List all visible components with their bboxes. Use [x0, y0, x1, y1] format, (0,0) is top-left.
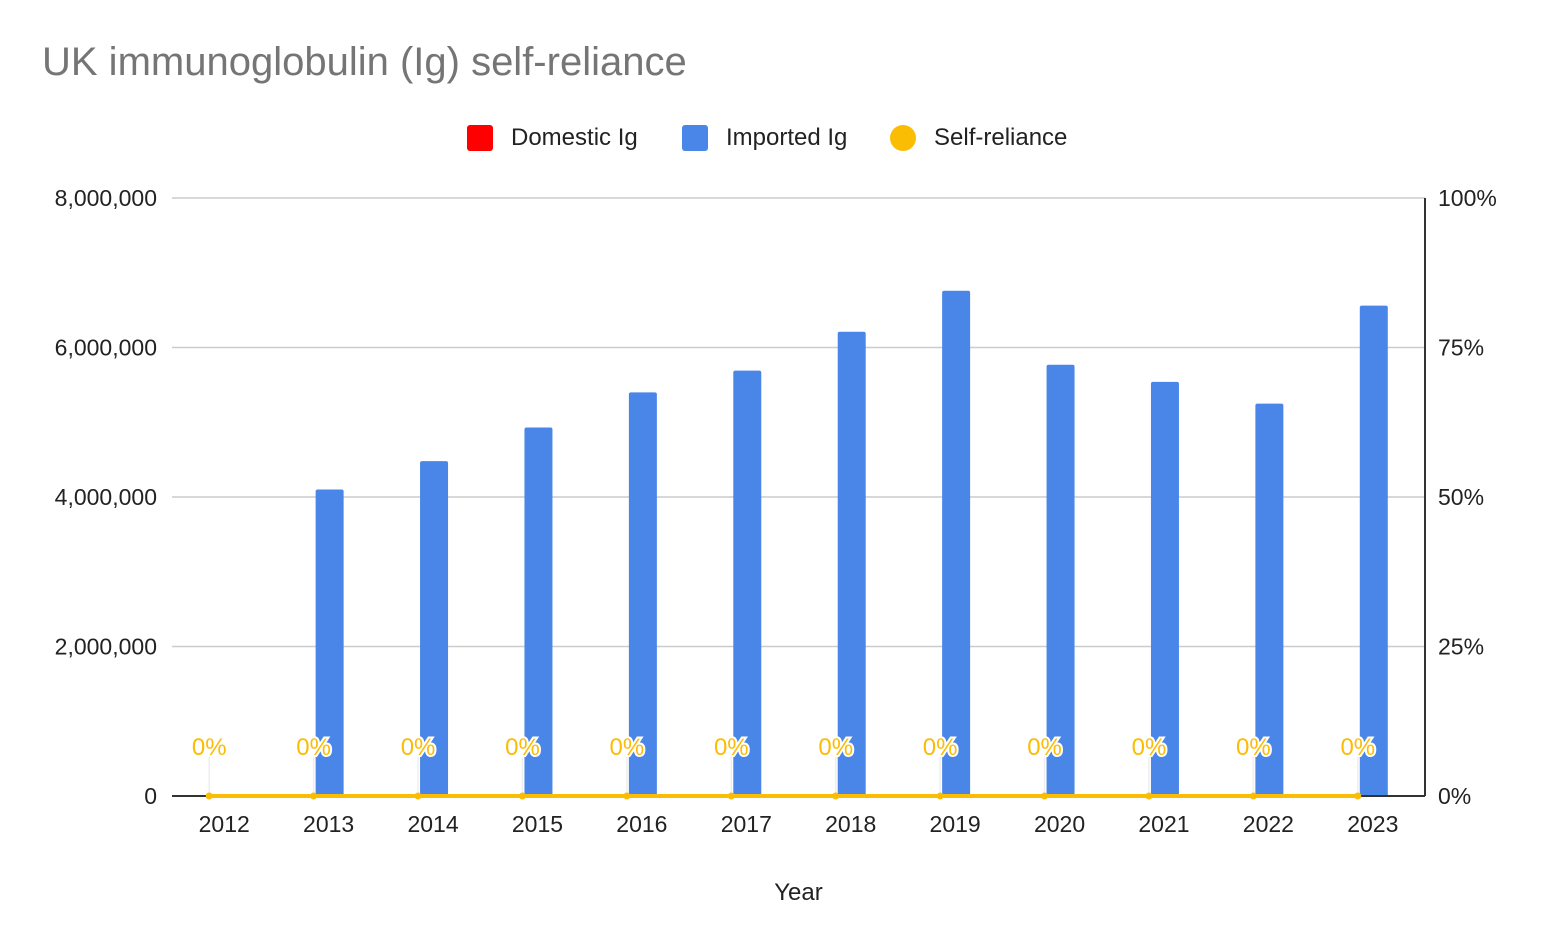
chart-title: UK immunoglobulin (Ig) self-reliance	[42, 40, 687, 84]
legend-item-imported-ig[interactable]: Imported Ig	[682, 120, 847, 156]
legend-swatch-self-reliance	[890, 125, 916, 151]
self-reliance-data-label: 0%	[714, 734, 749, 761]
self-reliance-point[interactable]	[414, 792, 422, 800]
x-tick-label: 2017	[721, 811, 772, 837]
x-tick-label: 2023	[1347, 811, 1398, 837]
bar-imported-ig[interactable]	[1255, 403, 1284, 796]
legend-label-imported-ig: Imported Ig	[726, 124, 848, 151]
x-tick-label: 2016	[616, 811, 667, 837]
self-reliance-data-label: 0%	[401, 734, 436, 761]
self-reliance-point[interactable]	[1249, 792, 1257, 800]
y-tick-label-right: 75%	[1438, 335, 1484, 361]
x-tick-label: 2012	[199, 811, 250, 837]
gridlines	[172, 197, 1425, 796]
legend-item-self-reliance[interactable]: Self-reliance	[890, 120, 1067, 156]
bar-imported-ig[interactable]	[420, 461, 449, 796]
bar-imported-ig[interactable]	[837, 331, 866, 796]
self-reliance-data-label: 0%	[1132, 734, 1167, 761]
legend-swatch-domestic-ig	[467, 125, 493, 151]
y-tick-label-left: 0	[144, 783, 157, 809]
self-reliance-point[interactable]	[623, 792, 631, 800]
self-reliance-point[interactable]	[832, 792, 840, 800]
self-reliance-point[interactable]	[1041, 792, 1049, 800]
y-tick-label-left: 6,000,000	[55, 335, 157, 361]
bar-imported-ig[interactable]	[733, 370, 762, 796]
bar-imported-ig[interactable]	[942, 290, 971, 796]
self-reliance-point[interactable]	[518, 792, 526, 800]
x-tick-label: 2022	[1243, 811, 1294, 837]
bar-imported-ig[interactable]	[628, 392, 657, 796]
self-reliance-point[interactable]	[936, 792, 944, 800]
x-tick-label: 2015	[512, 811, 563, 837]
y-tick-label-right: 0%	[1438, 783, 1471, 809]
legend-label-domestic-ig: Domestic Ig	[511, 124, 638, 151]
self-reliance-point[interactable]	[205, 792, 213, 800]
self-reliance-point[interactable]	[1354, 792, 1362, 800]
self-reliance-data-label: 0%	[1340, 734, 1375, 761]
y-tick-label-right: 50%	[1438, 484, 1484, 510]
y-tick-label-right: 25%	[1438, 634, 1484, 660]
bar-imported-ig[interactable]	[315, 489, 344, 796]
tick-labels: 0 2,000,000 4,000,000 6,000,000 8,000,000 0% 2…	[55, 185, 1497, 837]
legend-swatch-imported-ig	[682, 125, 708, 151]
x-tick-label: 2020	[1034, 811, 1085, 837]
self-reliance-data-label: 0%	[818, 734, 853, 761]
self-reliance-data-label: 0%	[505, 734, 540, 761]
bar-imported-ig[interactable]	[524, 427, 553, 796]
x-tick-label: 2013	[303, 811, 354, 837]
x-tick-label: 2018	[825, 811, 876, 837]
y-tick-label-left: 2,000,000	[55, 634, 157, 660]
bar-imported-ig[interactable]	[1359, 305, 1388, 796]
self-reliance-data-label: 0%	[1236, 734, 1271, 761]
self-reliance-data-label: 0%	[192, 734, 227, 761]
self-reliance-point[interactable]	[1145, 792, 1153, 800]
bar-imported-ig[interactable]	[1150, 381, 1179, 796]
self-reliance-data-label: 0%	[1027, 734, 1062, 761]
x-axis-title: Year	[774, 879, 823, 906]
self-reliance-line: 0% 0% 0% 0% 0% 0% 0% 0% 0% 0% 0% 0%	[190, 732, 1377, 800]
bar-imported-ig[interactable]	[1046, 364, 1075, 796]
self-reliance-data-label: 0%	[610, 734, 645, 761]
self-reliance-point[interactable]	[727, 792, 735, 800]
legend-label-self-reliance: Self-reliance	[934, 124, 1068, 151]
y-tick-label-right: 100%	[1438, 185, 1497, 211]
legend-item-domestic-ig[interactable]: Domestic Ig	[467, 120, 638, 156]
y-tick-label-left: 8,000,000	[55, 185, 157, 211]
x-tick-label: 2021	[1138, 811, 1189, 837]
x-tick-label: 2019	[930, 811, 981, 837]
self-reliance-data-label: 0%	[923, 734, 958, 761]
y-tick-label-left: 4,000,000	[55, 484, 157, 510]
x-tick-label: 2014	[407, 811, 458, 837]
self-reliance-point[interactable]	[310, 792, 318, 800]
bars	[315, 290, 1388, 796]
legend: Domestic Ig Imported Ig Self-reliance	[0, 120, 1546, 156]
self-reliance-data-label: 0%	[296, 734, 331, 761]
